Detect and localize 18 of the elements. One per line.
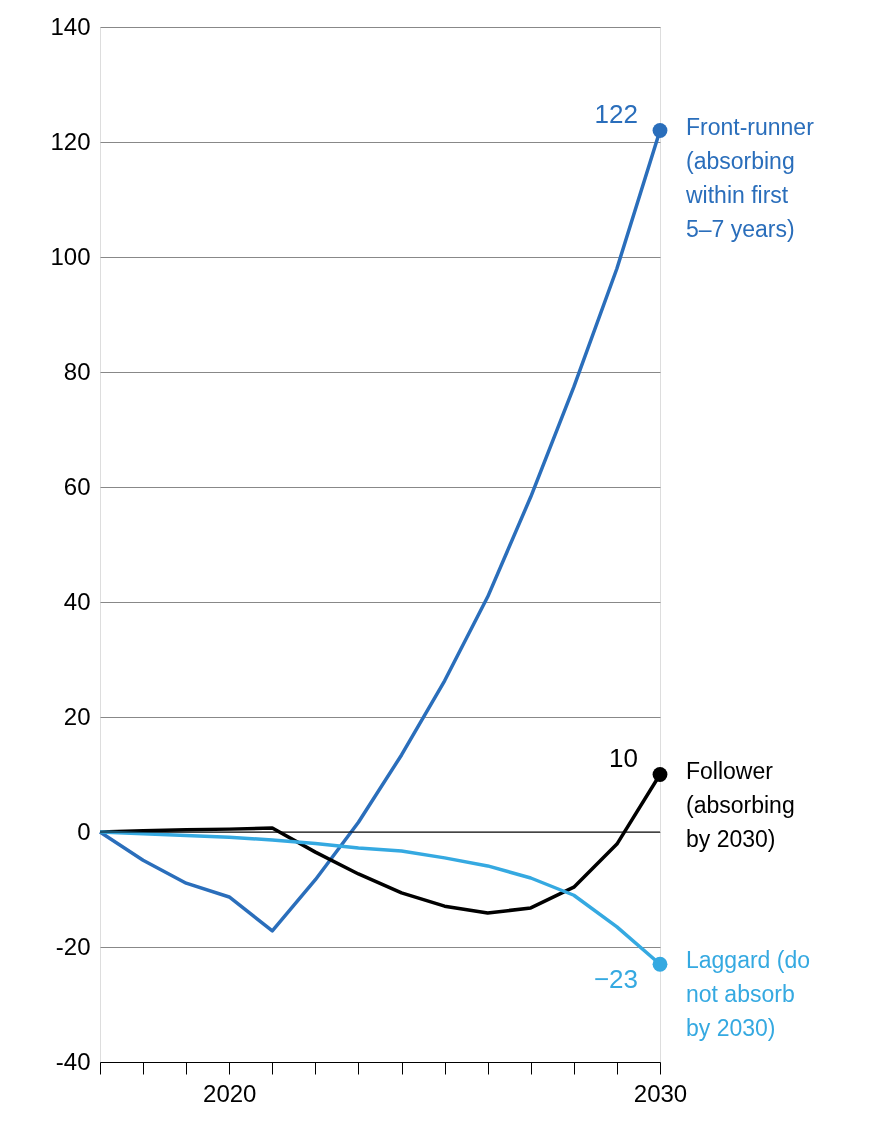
data-label: 10 [609,742,638,773]
x-tick-label: 2020 [203,1079,257,1107]
y-tick-label: 80 [63,357,91,385]
y-tick-label: 100 [50,242,91,270]
y-tick-label: 120 [50,127,91,155]
data-label: 122 [594,98,638,129]
y-tick-label: 60 [63,472,91,500]
y-tick-label: 140 [50,12,91,40]
series-label: Laggard (do not absorb by 2030) [686,947,811,1042]
y-tick-label: 40 [63,587,91,615]
y-tick-label: -40 [55,1047,91,1075]
series-label: Follower (absorbing by 2030) [686,757,795,852]
y-tick-label: -20 [55,932,91,960]
y-tick-label: 0 [77,817,91,845]
y-tick-label: 20 [63,702,91,730]
x-tick-label: 2030 [633,1079,688,1107]
series-label: Front-runner (absorbing within first 5–7 years) [685,113,815,242]
data-label: −23 [593,964,638,995]
